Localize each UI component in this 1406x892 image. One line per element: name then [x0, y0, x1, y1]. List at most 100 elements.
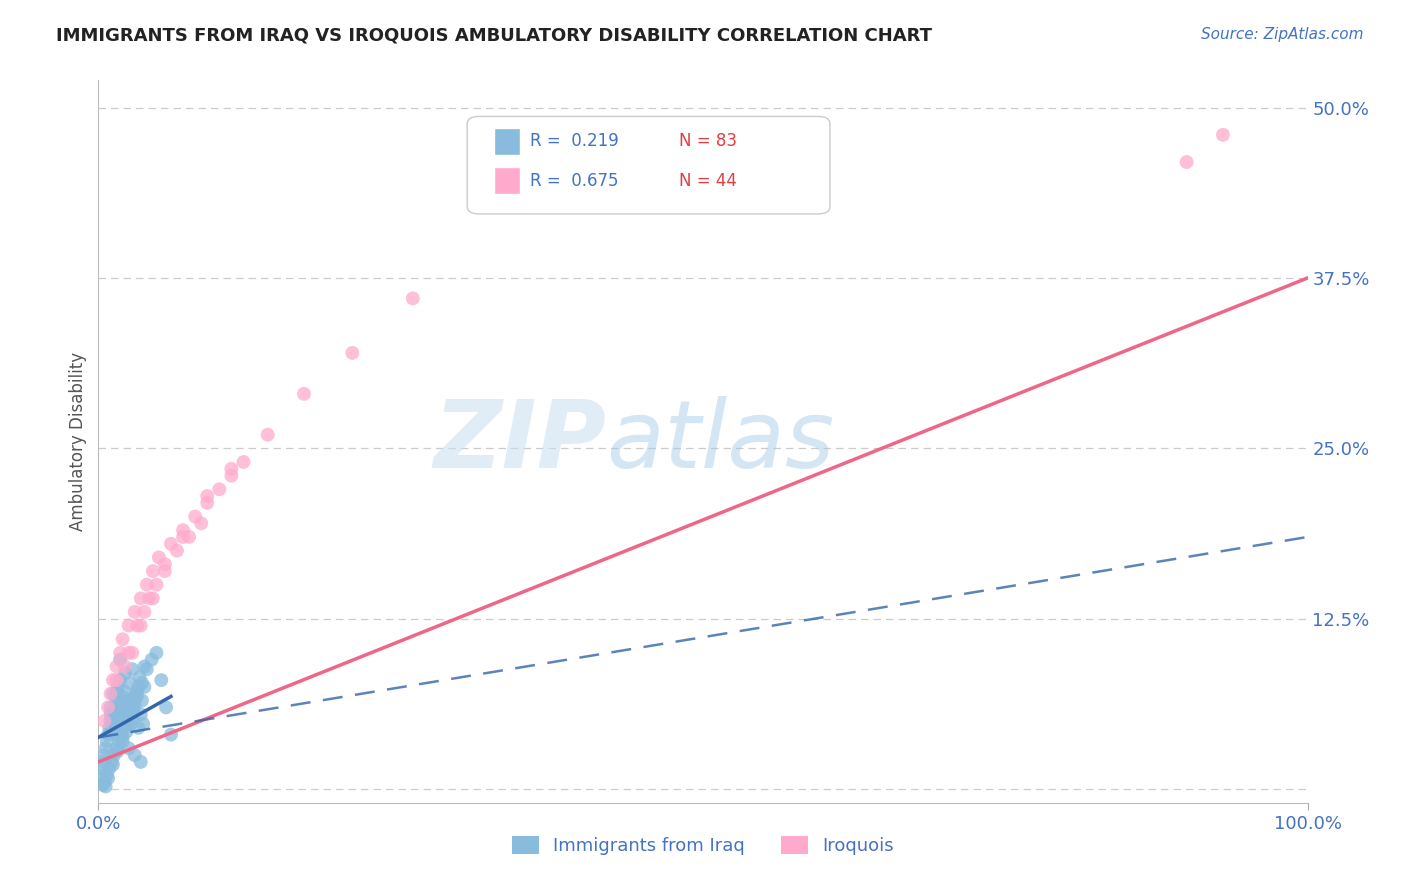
Point: [153, 564, 176, 578]
Point: [97, 771, 120, 785]
Point: [141, 653, 163, 667]
Point: [160, 728, 183, 742]
Point: [128, 670, 150, 684]
Point: [97, 728, 120, 742]
Point: [91, 778, 114, 792]
Point: [118, 707, 141, 722]
Point: [145, 577, 167, 591]
Point: [179, 530, 201, 544]
Point: [107, 744, 129, 758]
Text: Source: ZipAtlas.com: Source: ZipAtlas.com: [1201, 27, 1364, 42]
Point: [111, 734, 134, 748]
Point: [120, 700, 142, 714]
Point: [172, 530, 194, 544]
Point: [1212, 128, 1234, 142]
Point: [118, 676, 141, 690]
Point: [101, 687, 124, 701]
Text: R =  0.219: R = 0.219: [530, 133, 619, 151]
Text: R =  0.675: R = 0.675: [530, 171, 619, 189]
Point: [138, 591, 160, 606]
Point: [117, 703, 139, 717]
Point: [148, 550, 170, 565]
Point: [153, 558, 176, 572]
Y-axis label: Ambulatory Disability: Ambulatory Disability: [69, 352, 87, 531]
Point: [115, 714, 138, 728]
Point: [292, 387, 315, 401]
Point: [129, 755, 152, 769]
Text: ZIP: ZIP: [433, 395, 606, 488]
Point: [127, 618, 149, 632]
Point: [142, 564, 165, 578]
Point: [135, 662, 157, 676]
Point: [91, 755, 114, 769]
Point: [105, 741, 128, 756]
Point: [93, 748, 115, 763]
Point: [129, 707, 152, 722]
Point: [101, 673, 124, 687]
Point: [134, 605, 156, 619]
Point: [118, 741, 141, 756]
Point: [184, 509, 207, 524]
Point: [127, 690, 149, 704]
Point: [114, 666, 136, 681]
Point: [172, 523, 194, 537]
Point: [96, 734, 118, 748]
Point: [100, 721, 122, 735]
Point: [93, 714, 115, 728]
Point: [190, 516, 212, 531]
Point: [90, 768, 112, 782]
Point: [127, 684, 149, 698]
Text: N = 44: N = 44: [679, 171, 737, 189]
Point: [127, 721, 149, 735]
Point: [256, 427, 278, 442]
Point: [122, 693, 145, 707]
Point: [129, 618, 152, 632]
Point: [127, 680, 149, 694]
Point: [150, 673, 173, 687]
Point: [221, 462, 243, 476]
Point: [166, 543, 188, 558]
Point: [121, 711, 143, 725]
Point: [112, 684, 135, 698]
Point: [134, 659, 156, 673]
Point: [101, 714, 124, 728]
Point: [111, 632, 134, 647]
Point: [125, 687, 148, 701]
Point: [120, 716, 142, 731]
Point: [103, 707, 125, 722]
Point: [100, 700, 122, 714]
Point: [195, 496, 218, 510]
Point: [100, 687, 122, 701]
Point: [1175, 155, 1198, 169]
Point: [221, 468, 243, 483]
Point: [131, 693, 153, 707]
Point: [118, 693, 141, 707]
Point: [232, 455, 254, 469]
Point: [111, 731, 134, 745]
FancyBboxPatch shape: [467, 117, 830, 214]
Point: [105, 693, 128, 707]
Point: [100, 707, 122, 722]
Point: [124, 748, 146, 763]
Point: [121, 703, 143, 717]
Point: [94, 741, 117, 756]
Point: [97, 700, 120, 714]
Point: [110, 703, 132, 717]
Point: [98, 762, 121, 776]
Point: [108, 734, 131, 748]
Point: [195, 489, 218, 503]
Point: [100, 755, 122, 769]
Point: [103, 748, 125, 763]
Point: [134, 680, 156, 694]
Point: [129, 591, 152, 606]
Point: [96, 768, 118, 782]
Point: [155, 700, 177, 714]
FancyBboxPatch shape: [494, 128, 520, 155]
Point: [98, 721, 121, 735]
Point: [105, 728, 128, 742]
Point: [118, 646, 141, 660]
Point: [91, 762, 114, 776]
Point: [342, 346, 364, 360]
Point: [135, 577, 157, 591]
Point: [107, 680, 129, 694]
